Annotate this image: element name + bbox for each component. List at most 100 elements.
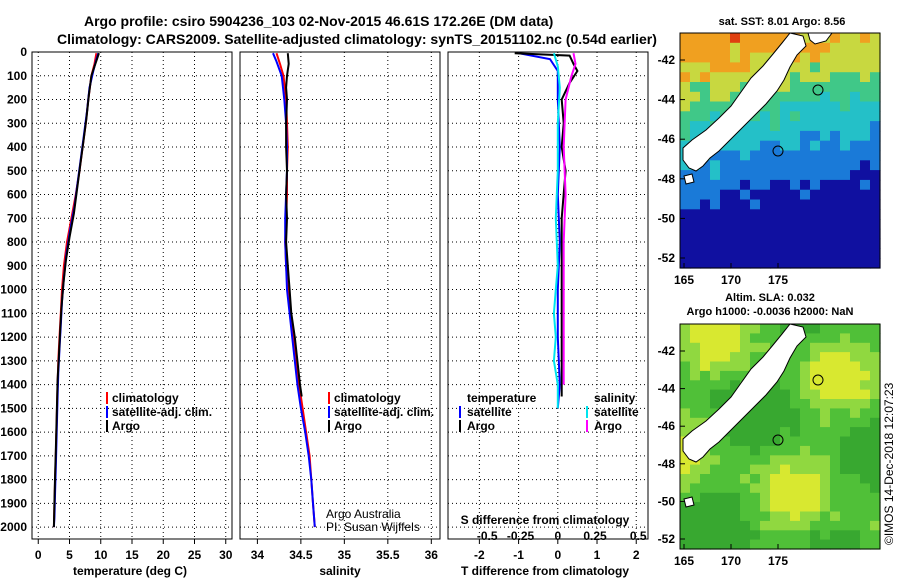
map-cell: [680, 370, 691, 381]
map-cell: [820, 389, 831, 400]
map-cell: [830, 150, 841, 161]
map-cell: [680, 121, 691, 132]
map-cell: [700, 342, 711, 353]
lat-tick-label: -44: [658, 93, 676, 107]
argo-position-marker: [772, 434, 784, 446]
map-cell: [740, 492, 751, 503]
map-cell: [850, 380, 861, 391]
map-cell: [710, 399, 721, 409]
map-cell: [860, 455, 871, 466]
map-cell: [840, 140, 851, 152]
map-cell: [690, 248, 701, 259]
map-cell: [760, 209, 771, 220]
map-cell: [820, 342, 831, 353]
map-cell: [690, 33, 701, 44]
map-cell: [800, 324, 811, 334]
map-cell: [820, 91, 831, 103]
map-cell: [830, 238, 841, 249]
legend-label-satellite: satellite-adj. clim.: [112, 405, 212, 419]
map-cell: [690, 417, 701, 428]
chatham-rise-contour: [812, 374, 824, 386]
map-cell: [830, 189, 841, 201]
map-cell: [770, 189, 781, 201]
map-cell: [870, 82, 881, 93]
map-cell: [770, 228, 781, 240]
map-cell: [740, 209, 751, 220]
difference-legend: temperature satellite Argo salinity sate…: [459, 391, 639, 433]
map-cell: [800, 121, 811, 132]
map-cell: [760, 417, 771, 428]
map-cell: [740, 352, 751, 363]
map-cell: [770, 248, 781, 259]
lon-tick-label: 165: [674, 273, 694, 287]
map-cell: [840, 520, 851, 531]
map-cell: [870, 42, 881, 54]
map-cell: [730, 228, 741, 240]
map-cell: [850, 511, 861, 522]
x-tick-label: 10: [94, 548, 108, 562]
map-cell: [770, 520, 781, 531]
map-cell: [680, 219, 691, 230]
map-cell: [850, 324, 861, 334]
map-cell: [720, 42, 731, 54]
map-cell: [710, 530, 721, 541]
map-cell: [790, 160, 801, 171]
sst-map-title: sat. SST: 8.01 Argo: 8.56: [719, 16, 846, 28]
map-cell: [830, 111, 841, 122]
map-cell: [780, 324, 791, 334]
x-tick-label: 1: [594, 548, 601, 562]
map-cell: [720, 238, 731, 249]
map-cell: [870, 91, 881, 103]
map-cell: [780, 248, 791, 259]
map-cell: [680, 342, 691, 353]
sla-map-title-1: Altim. SLA: 0.032: [725, 292, 815, 304]
map-cell: [850, 160, 861, 171]
map-cell: [860, 170, 871, 181]
map-cell: [830, 140, 841, 152]
map-cell: [690, 189, 701, 201]
map-cell: [730, 130, 741, 142]
map-cell: [800, 511, 811, 522]
map-cell: [870, 209, 881, 220]
x-tick-label: 0: [35, 548, 42, 562]
map-cell: [770, 258, 781, 269]
s-difference-tick: 0.25: [583, 529, 607, 543]
map-cell: [830, 42, 841, 54]
map-cell: [870, 445, 881, 456]
map-cell: [680, 455, 691, 466]
map-cell: [840, 170, 851, 181]
map-cell: [860, 238, 871, 249]
map-cell: [850, 408, 861, 419]
map-cell: [680, 502, 691, 513]
map-cell: [740, 33, 751, 44]
map-cell: [760, 219, 771, 230]
map-cell: [860, 539, 871, 550]
map-cell: [750, 511, 761, 522]
map-cell: [840, 342, 851, 353]
map-cell: [750, 42, 761, 54]
map-cell: [820, 399, 831, 409]
map-cell: [820, 238, 831, 249]
map-cell: [860, 352, 871, 363]
map-cell: [680, 52, 691, 63]
map-cell: [710, 62, 721, 73]
map-cell: [710, 91, 721, 103]
map-cell: [830, 361, 841, 372]
map-cell: [690, 62, 701, 73]
map-cell: [700, 258, 711, 269]
map-cell: [730, 209, 741, 220]
map-cell: [780, 455, 791, 466]
map-cell: [870, 72, 881, 83]
map-cell: [850, 72, 861, 83]
map-cell: [720, 445, 731, 456]
map-cell: [710, 248, 721, 259]
map-cell: [680, 82, 691, 93]
map-cell: [830, 52, 841, 63]
map-cell: [850, 170, 861, 181]
depth-tick-label: 1700: [0, 449, 27, 463]
map-cell: [850, 228, 861, 240]
x-tick-label: 34: [251, 548, 265, 562]
map-cell: [870, 455, 881, 466]
map-cell: [730, 464, 741, 475]
map-cell: [830, 408, 841, 419]
